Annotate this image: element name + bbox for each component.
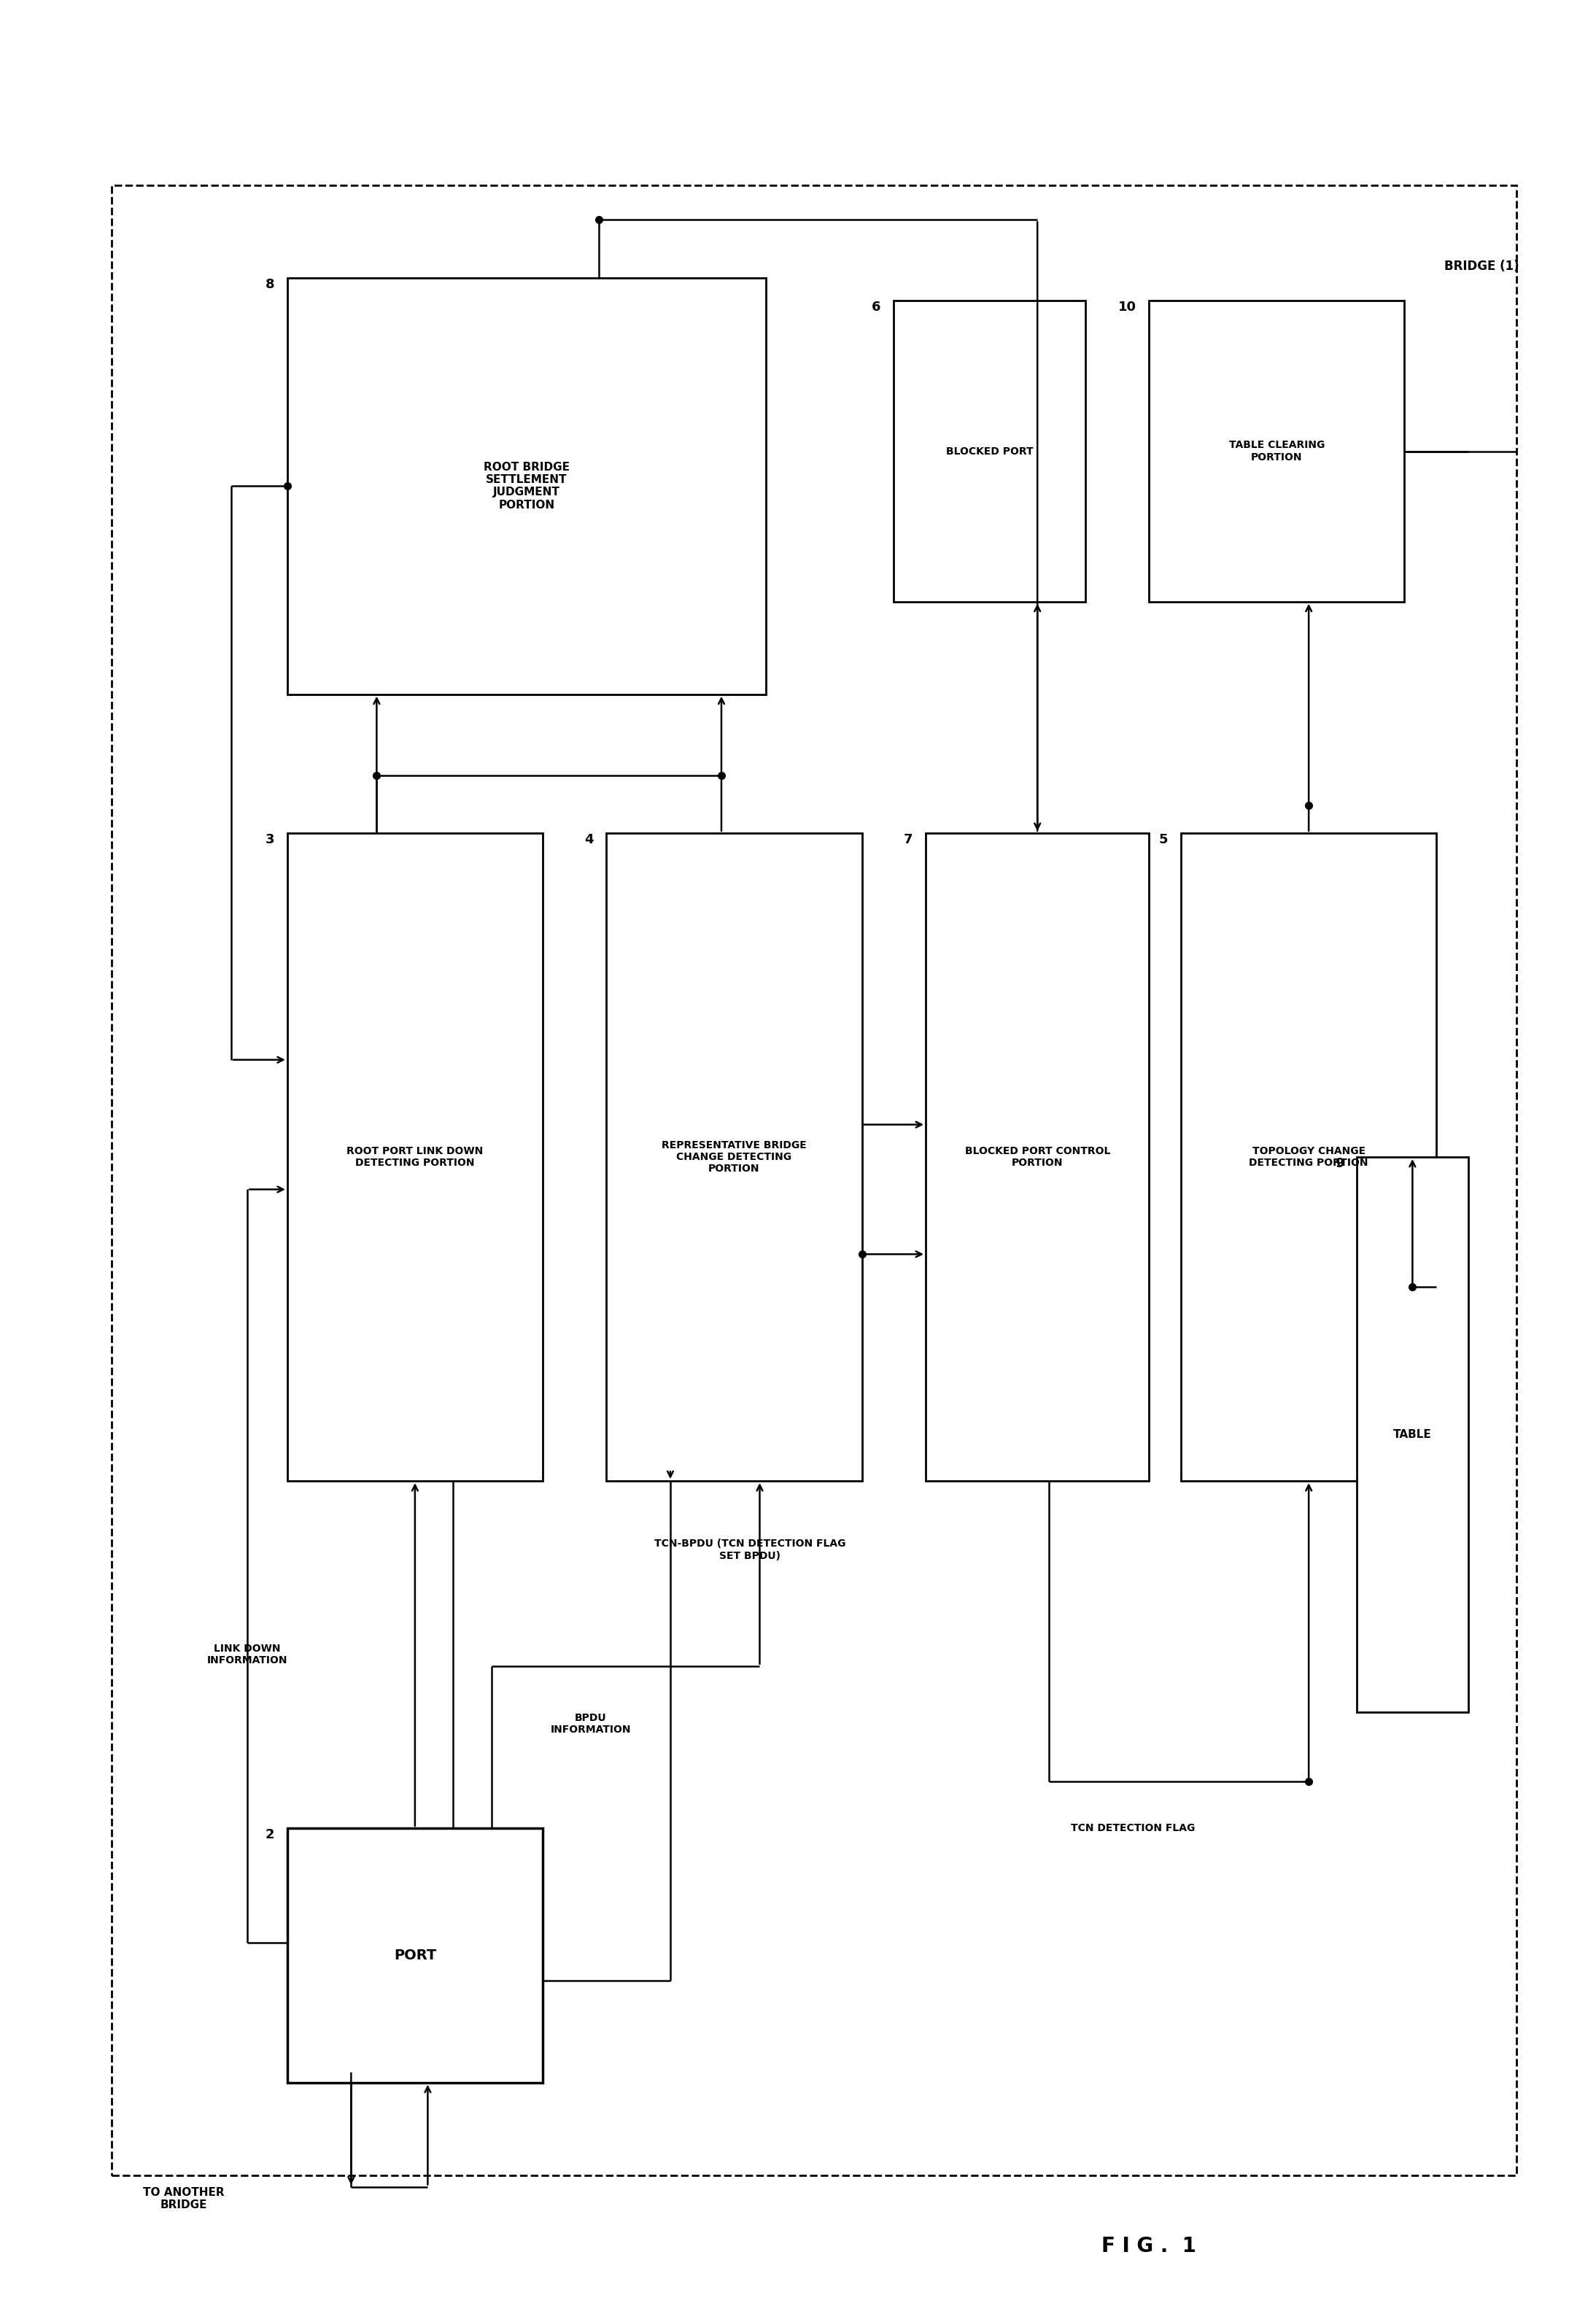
Text: 10: 10	[1119, 301, 1136, 315]
Text: 9: 9	[1334, 1157, 1344, 1171]
Text: ROOT BRIDGE
SETTLEMENT
JUDGMENT
PORTION: ROOT BRIDGE SETTLEMENT JUDGMENT PORTION	[484, 460, 570, 511]
Text: 6: 6	[871, 301, 881, 315]
Text: 2: 2	[265, 1828, 275, 1842]
Text: PORT: PORT	[394, 1948, 436, 1962]
Bar	[1357, 1157, 1468, 1712]
Text: 8: 8	[265, 278, 275, 292]
Text: BLOCKED PORT: BLOCKED PORT	[946, 447, 1033, 456]
Text: BLOCKED PORT CONTROL
PORTION: BLOCKED PORT CONTROL PORTION	[964, 1145, 1111, 1169]
Text: TCN-BPDU (TCN DETECTION FLAG
SET BPDU): TCN-BPDU (TCN DETECTION FLAG SET BPDU)	[654, 1539, 846, 1562]
Bar	[1181, 833, 1436, 1481]
Bar	[287, 278, 766, 694]
Bar	[287, 1828, 543, 2083]
Text: BRIDGE (1): BRIDGE (1)	[1444, 259, 1519, 273]
Text: TO ANOTHER
BRIDGE: TO ANOTHER BRIDGE	[142, 2187, 225, 2210]
Text: 3: 3	[265, 833, 275, 847]
Bar	[894, 301, 1085, 602]
Bar	[606, 833, 862, 1481]
Text: BPDU
INFORMATION: BPDU INFORMATION	[551, 1712, 630, 1736]
Bar	[926, 833, 1149, 1481]
Text: F I G .  1: F I G . 1	[1101, 2235, 1197, 2256]
Text: TOPOLOGY CHANGE
DETECTING PORTION: TOPOLOGY CHANGE DETECTING PORTION	[1250, 1145, 1368, 1169]
Text: 5: 5	[1159, 833, 1168, 847]
Text: LINK DOWN
INFORMATION: LINK DOWN INFORMATION	[207, 1643, 287, 1666]
Text: ROOT PORT LINK DOWN
DETECTING PORTION: ROOT PORT LINK DOWN DETECTING PORTION	[346, 1145, 484, 1169]
Text: REPRESENTATIVE BRIDGE
CHANGE DETECTING
PORTION: REPRESENTATIVE BRIDGE CHANGE DETECTING P…	[662, 1141, 806, 1173]
Bar	[287, 833, 543, 1481]
Text: TABLE: TABLE	[1393, 1430, 1432, 1439]
Bar	[112, 185, 1516, 2175]
Text: TCN DETECTION FLAG: TCN DETECTION FLAG	[1071, 1823, 1195, 1833]
Text: 4: 4	[584, 833, 594, 847]
Text: 7: 7	[903, 833, 913, 847]
Bar	[1149, 301, 1404, 602]
Text: TABLE CLEARING
PORTION: TABLE CLEARING PORTION	[1229, 440, 1325, 463]
